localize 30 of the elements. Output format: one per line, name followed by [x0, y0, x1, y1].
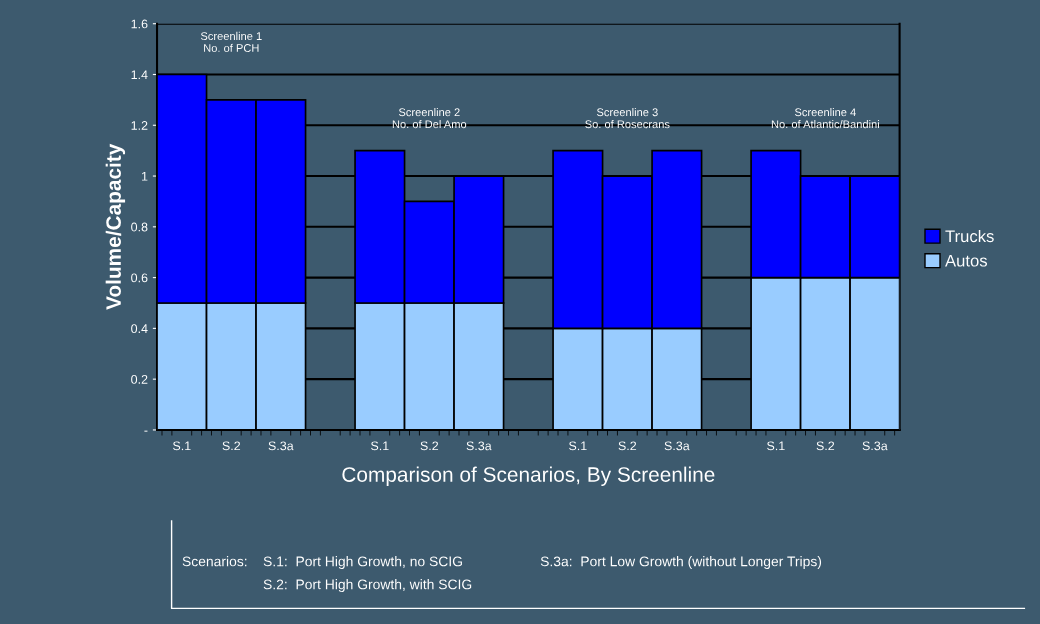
- legend-label: Autos: [945, 254, 988, 267]
- y-tick-label: 0.6: [131, 273, 148, 283]
- text: Scenarios: S.1: Port High Growth, no SCIG S.3a: Port Low Growth (without Longer Trips) S.2: Port High Growth, with SCIG: [182, 556, 822, 593]
- x-tick-label: S.3a: [664, 441, 690, 451]
- y-tick-label: 1.4: [131, 70, 148, 80]
- x-tick-label: S.1: [767, 441, 785, 451]
- x-tick-label: S.2: [420, 441, 439, 451]
- annotation: Screenline 3 So. of Rosecrans: [585, 108, 670, 129]
- legend-label: Trucks: [945, 229, 994, 243]
- annotation: Screenline 2 No. of Del Amo: [392, 108, 467, 129]
- x-tick-label: S.2: [222, 441, 241, 451]
- x-tick-label: S.1: [569, 441, 587, 451]
- y-tick-label: 0.2: [131, 374, 148, 384]
- x-tick-label: S.3a: [466, 441, 492, 451]
- x-tick-label: S.3a: [862, 441, 888, 451]
- annotation: Screenline 1 No. of PCH: [200, 31, 262, 52]
- y-tick-label: 0.4: [131, 324, 148, 334]
- y-tick-label: 1.6: [131, 19, 148, 29]
- x-tick-label: S.1: [172, 441, 191, 451]
- y-tick-label: 1.2: [131, 121, 148, 130]
- x-axis-title: Comparison of Scenarios, By Screenline: [342, 466, 715, 487]
- annotation: Screenline 4 No. of Atlantic/Bandini: [771, 108, 879, 129]
- x-tick-label: S.3a: [268, 441, 294, 451]
- x-tick-label: S.2: [618, 441, 637, 451]
- y-axis-title: Volume/Capacity: [105, 143, 126, 310]
- y-tick-label: 0.8: [131, 222, 148, 232]
- x-tick-label: S.2: [816, 441, 835, 451]
- x-tick-label: S.1: [371, 441, 389, 451]
- y-tick-label: -: [144, 430, 148, 432]
- y-tick-label: 1: [142, 171, 148, 181]
